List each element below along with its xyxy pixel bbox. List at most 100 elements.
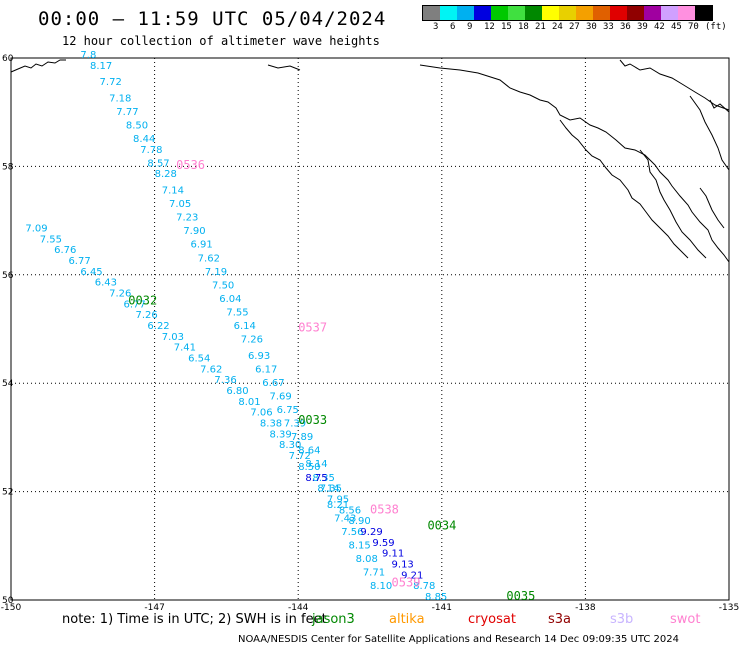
wave-height-value: 7.26 <box>109 288 131 299</box>
plot-frame <box>10 57 730 601</box>
longitude-tick-label: -150 <box>1 603 22 613</box>
wave-height-value: 7.35 <box>320 484 342 495</box>
wave-height-value: 7.56 <box>341 527 363 538</box>
colorbar-label: 27 <box>569 22 580 32</box>
wave-height-value: 8.08 <box>356 554 378 565</box>
pass-time-label: 0536 <box>176 158 205 172</box>
colorbar-swatch <box>627 6 644 20</box>
wave-height-value: 7.95 <box>327 494 349 505</box>
wave-height-value: 7.62 <box>200 364 222 375</box>
wave-height-value: 8.39 <box>269 429 291 440</box>
wave-height-value: 6.77 <box>123 299 145 310</box>
wave-height-value: 7.18 <box>109 93 131 104</box>
wave-height-value: 7.72 <box>100 77 122 88</box>
wave-height-value: 8.85 <box>425 592 447 603</box>
longitude-ticks: -150 -147 -144 -141 -138 -135 <box>1 603 739 613</box>
colorbar-label: 36 <box>620 22 631 32</box>
colorbar-swatch <box>661 6 678 20</box>
colorbar-swatch <box>542 6 559 20</box>
wave-height-value: 6.43 <box>95 278 117 289</box>
wave-height-value: 6.67 <box>262 378 284 389</box>
wave-height-value: 8.57 <box>147 158 169 169</box>
wave-height-value: 6.17 <box>255 364 277 375</box>
wave-height-value: 7.55 <box>40 234 62 245</box>
wave-height-value: 7.26 <box>241 335 263 346</box>
wave-height-value: 8.14 <box>305 459 327 470</box>
wave-height-value: 7.26 <box>135 310 157 321</box>
satellite-legend-item: altika <box>389 612 425 627</box>
wave-height-value: 9.11 <box>382 549 404 560</box>
wave-height-value: 9.21 <box>401 570 423 581</box>
longitude-tick-label: -135 <box>719 603 739 613</box>
longitude-tick-label: -147 <box>144 603 164 613</box>
wave-height-value: 9.59 <box>372 538 394 549</box>
colorbar-swatch <box>491 6 508 20</box>
wave-height-value: 7.78 <box>140 145 162 156</box>
colorbar-swatch <box>474 6 491 20</box>
wave-height-value: 7.43 <box>334 513 356 524</box>
satellite-legend-item: swot <box>670 612 701 627</box>
wave-height-value: 7.41 <box>174 343 196 354</box>
pass-time-label: 0539 <box>392 575 421 589</box>
latitude-ticks: 60 58 56 54 52 50 <box>2 54 14 606</box>
pass-time-label: 0032 <box>128 294 157 308</box>
chart-title: 00:00 – 11:59 UTC 05/04/2024 <box>38 8 387 30</box>
colorbar-label: 9 <box>467 22 473 32</box>
wave-height-value: 8.01 <box>238 397 260 408</box>
wave-height-value: 7.90 <box>183 226 205 237</box>
colorbar-swatch <box>576 6 593 20</box>
wave-height-value: 6.76 <box>54 245 76 256</box>
colorbar-label: 33 <box>603 22 614 32</box>
wave-height-value: 8.35 <box>313 473 335 484</box>
wave-height-value: 9.29 <box>360 527 382 538</box>
altimeter-tracks: 7.88.17 7.72 7.18 7.77 8.50 8.447.78 8.578.28 7… <box>25 50 535 603</box>
longitude-tick-label: -141 <box>432 603 452 613</box>
wave-height-value: 6.91 <box>191 240 213 251</box>
latitude-tick-label: 58 <box>2 162 14 172</box>
colorbar-label: 42 <box>654 22 665 32</box>
wave-height-value: 8.78 <box>413 581 435 592</box>
latitude-tick-label: 50 <box>2 596 14 606</box>
pass-time-label: 0537 <box>298 321 327 335</box>
pass-time-label: 0538 <box>370 502 399 516</box>
credit-line: NOAA/NESDIS Center for Satellite Applica… <box>238 634 680 645</box>
wave-height-value: 8.64 <box>298 446 320 457</box>
colorbar-swatch <box>610 6 627 20</box>
colorbar-swatch <box>423 6 440 20</box>
wave-height-value: 7.72 <box>289 451 311 462</box>
wave-height-value: 8.28 <box>155 169 177 180</box>
latitude-tick-label: 56 <box>2 271 14 281</box>
wave-height-value: 6.80 <box>226 386 248 397</box>
wave-height-value: 8.75 <box>305 473 327 484</box>
satellite-legend-item: s3a <box>548 612 572 627</box>
wave-height-value: 6.45 <box>80 267 102 278</box>
wave-height-value: 7.03 <box>162 332 184 343</box>
colorbar-label: 3 <box>433 22 439 32</box>
colorbar-label: 15 <box>501 22 512 32</box>
wave-height-value: 8.44 <box>133 134 155 145</box>
colorbar-label: 24 <box>552 22 563 32</box>
wave-height-value: 8.15 <box>348 541 370 552</box>
wave-height-value: 6.77 <box>68 256 90 267</box>
wave-height-value: 6.93 <box>248 351 270 362</box>
wave-height-value: 6.75 <box>277 405 299 416</box>
footer-note: note: 1) Time is in UTC; 2) SWH is in fe… <box>62 612 327 627</box>
colorbar <box>422 5 713 21</box>
colorbar-label: 45 <box>671 22 682 32</box>
colorbar-label: 30 <box>586 22 597 32</box>
wave-height-value: 6.22 <box>147 321 169 332</box>
wave-height-value: 7.14 <box>162 186 184 197</box>
wave-height-value: 9.13 <box>392 559 414 570</box>
colorbar-swatch <box>644 6 661 20</box>
colorbar-swatch <box>559 6 576 20</box>
wave-height-value: 7.50 <box>212 280 234 291</box>
colorbar-labels: 3 6 9 12 15 18 21 24 27 30 33 36 39 42 45 70 (ft) <box>422 22 740 34</box>
satellite-legend-item: s3b <box>610 612 634 627</box>
wave-height-value: 6.54 <box>188 354 210 365</box>
wave-height-value: 7.19 <box>205 267 227 278</box>
wave-height-value: 7.23 <box>176 213 198 224</box>
coastline <box>10 59 730 263</box>
wave-height-value: 8.56 <box>339 505 361 516</box>
wave-height-value: 8.17 <box>90 61 112 72</box>
latitude-tick-label: 52 <box>2 488 13 498</box>
